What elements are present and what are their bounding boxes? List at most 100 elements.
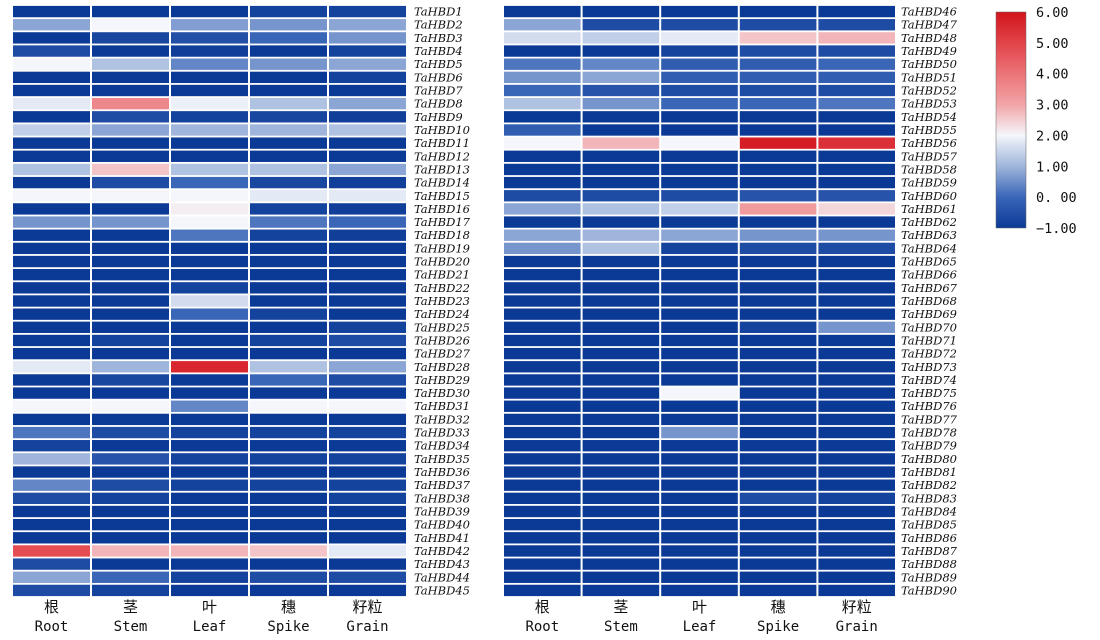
heatmap-cell bbox=[92, 466, 169, 477]
heatmap-cell bbox=[92, 295, 169, 306]
heatmap-cell bbox=[661, 124, 738, 135]
heatmap-cell bbox=[504, 256, 581, 267]
heatmap-cell bbox=[171, 124, 248, 135]
heatmap-cell bbox=[818, 545, 895, 556]
row-label: TaHBD77 bbox=[901, 412, 958, 426]
heatmap-cell bbox=[740, 111, 817, 122]
heatmap-cell bbox=[661, 387, 738, 398]
column-label-en: Stem bbox=[604, 619, 638, 635]
heatmap-cell bbox=[329, 348, 406, 359]
heatmap-cell bbox=[171, 230, 248, 241]
heatmap-cell bbox=[661, 361, 738, 372]
heatmap-cell bbox=[250, 466, 327, 477]
heatmap-cell bbox=[92, 427, 169, 438]
column-label-en: Grain bbox=[836, 619, 878, 635]
heatmap-cell bbox=[818, 6, 895, 17]
heatmap-cell bbox=[661, 374, 738, 385]
heatmap-cell bbox=[13, 295, 90, 306]
heatmap-cell bbox=[504, 466, 581, 477]
heatmap-cell bbox=[583, 164, 660, 175]
row-label: TaHBD43 bbox=[414, 557, 470, 571]
column-label-en: Stem bbox=[114, 619, 148, 635]
heatmap-cell bbox=[818, 519, 895, 530]
heatmap-cell bbox=[250, 203, 327, 214]
row-label: TaHBD19 bbox=[414, 241, 470, 255]
heatmap-cell bbox=[583, 493, 660, 504]
row-label: TaHBD46 bbox=[901, 5, 957, 19]
heatmap-cell bbox=[740, 72, 817, 83]
heatmap-cell bbox=[92, 545, 169, 556]
heatmap-cell bbox=[661, 585, 738, 596]
heatmap-cell bbox=[504, 32, 581, 43]
heatmap-cell bbox=[171, 506, 248, 517]
heatmap-cell bbox=[818, 177, 895, 188]
heatmap-cell bbox=[740, 295, 817, 306]
color-scale-tick-label: 0. 00 bbox=[1036, 190, 1077, 206]
heatmap-cell bbox=[661, 295, 738, 306]
heatmap-cell bbox=[250, 493, 327, 504]
row-label: TaHBD63 bbox=[901, 228, 957, 242]
heatmap-cell bbox=[92, 230, 169, 241]
heatmap-cell bbox=[171, 387, 248, 398]
heatmap-cell bbox=[504, 151, 581, 162]
heatmap-cell bbox=[329, 519, 406, 530]
heatmap-cell bbox=[250, 348, 327, 359]
heatmap-cell bbox=[250, 335, 327, 346]
heatmap-cell bbox=[13, 558, 90, 569]
row-label: TaHBD44 bbox=[414, 570, 470, 584]
heatmap-cell bbox=[740, 348, 817, 359]
heatmap-cell bbox=[171, 45, 248, 56]
heatmap-cell bbox=[250, 151, 327, 162]
heatmap-cell bbox=[504, 98, 581, 109]
heatmap-cell bbox=[583, 427, 660, 438]
heatmap-cell bbox=[13, 230, 90, 241]
heatmap-cell bbox=[818, 480, 895, 491]
heatmap-cell bbox=[250, 387, 327, 398]
heatmap-cell bbox=[250, 361, 327, 372]
heatmap-cell bbox=[171, 177, 248, 188]
heatmap-cell bbox=[329, 216, 406, 227]
row-label: TaHBD23 bbox=[414, 294, 470, 308]
row-label: TaHBD89 bbox=[901, 570, 957, 584]
heatmap-cell bbox=[171, 374, 248, 385]
heatmap-cell bbox=[13, 348, 90, 359]
heatmap-cell bbox=[504, 427, 581, 438]
heatmap-cell bbox=[250, 216, 327, 227]
heatmap-cell bbox=[329, 164, 406, 175]
heatmap-cell bbox=[504, 361, 581, 372]
heatmap-cell bbox=[583, 308, 660, 319]
heatmap-cell bbox=[818, 506, 895, 517]
row-label: TaHBD71 bbox=[901, 333, 957, 347]
heatmap-cell bbox=[13, 493, 90, 504]
column-label-en: Spike bbox=[267, 619, 309, 635]
heatmap-cell bbox=[329, 466, 406, 477]
heatmap-cell bbox=[661, 545, 738, 556]
heatmap-cell bbox=[818, 137, 895, 148]
row-label: TaHBD6 bbox=[414, 70, 463, 84]
heatmap-cell bbox=[329, 59, 406, 70]
heatmap-cell bbox=[740, 59, 817, 70]
heatmap-cell bbox=[329, 269, 406, 280]
row-label: TaHBD67 bbox=[901, 281, 958, 295]
heatmap-cell bbox=[504, 480, 581, 491]
column-label-en: Leaf bbox=[193, 619, 227, 635]
heatmap-cell bbox=[13, 322, 90, 333]
row-label: TaHBD42 bbox=[414, 544, 470, 558]
column-label-en: Grain bbox=[346, 619, 388, 635]
heatmap-cell bbox=[250, 322, 327, 333]
heatmap-cell bbox=[171, 295, 248, 306]
row-label: TaHBD1 bbox=[414, 5, 463, 19]
row-label: TaHBD60 bbox=[901, 189, 957, 203]
heatmap-cell bbox=[661, 256, 738, 267]
heatmap-cell bbox=[818, 151, 895, 162]
heatmap-cell bbox=[171, 243, 248, 254]
heatmap-cell bbox=[329, 401, 406, 412]
heatmap-cell bbox=[504, 282, 581, 293]
heatmap-cell bbox=[250, 98, 327, 109]
heatmap-cell bbox=[171, 269, 248, 280]
heatmap-cell bbox=[661, 85, 738, 96]
heatmap-cell bbox=[818, 19, 895, 30]
heatmap-cell bbox=[250, 85, 327, 96]
heatmap-cell bbox=[250, 480, 327, 491]
heatmap-cell bbox=[583, 216, 660, 227]
